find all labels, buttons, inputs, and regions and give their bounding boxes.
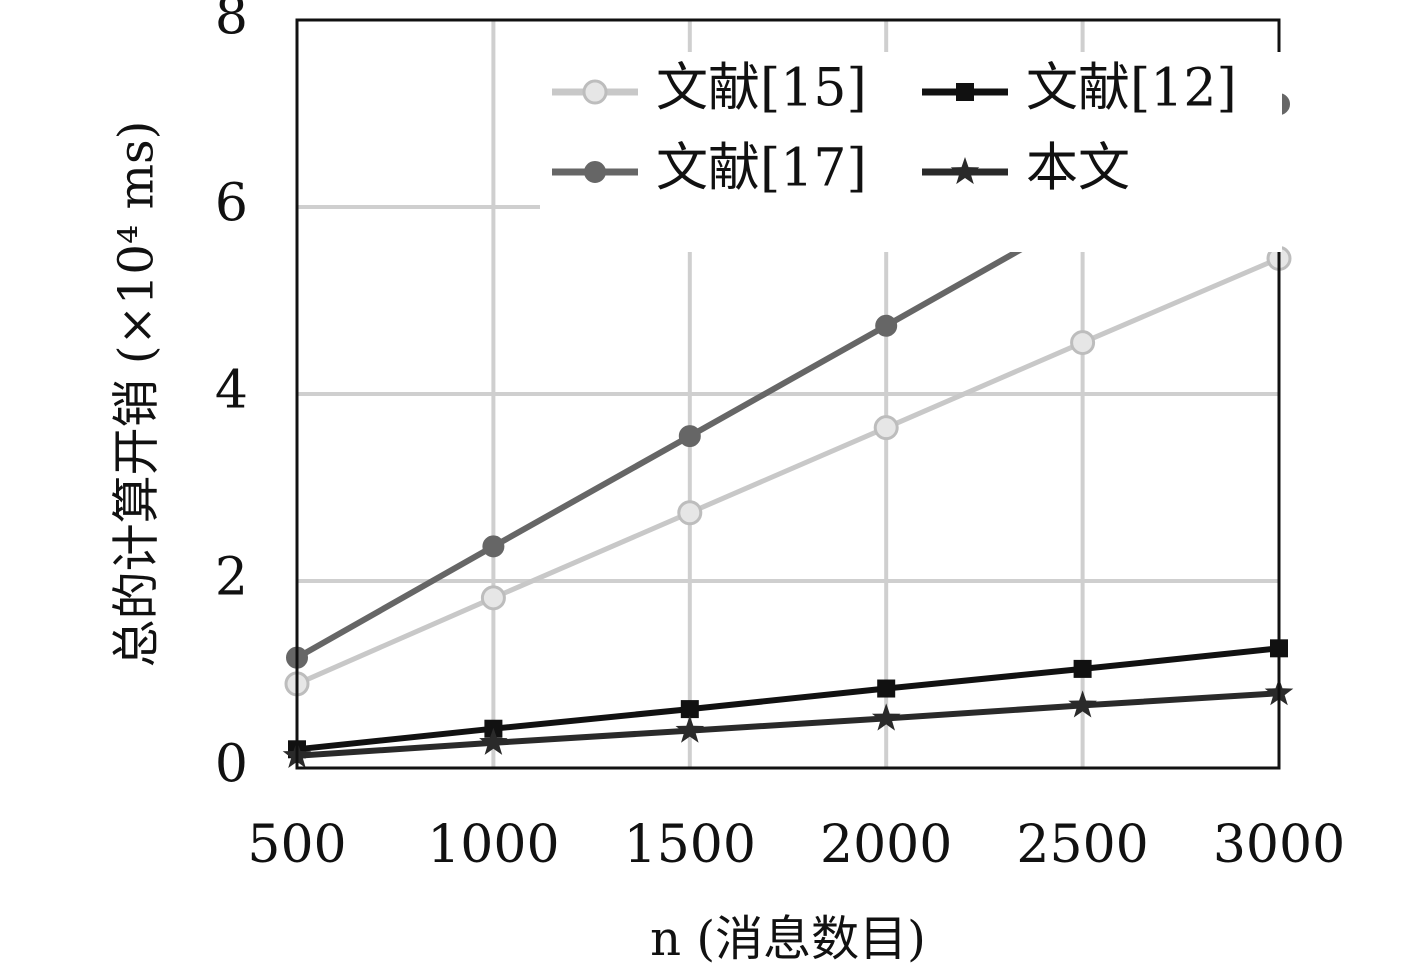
x-tick-label: 2500 — [1016, 815, 1148, 875]
x-tick-label: 500 — [247, 815, 346, 875]
legend: 文献[15] 文献[12] 文献[17] 本文 — [540, 52, 1282, 252]
x-tick-label: 1500 — [624, 815, 756, 875]
series-marker — [873, 415, 899, 441]
legend-item: 文献[17] — [552, 139, 867, 199]
y-axis-label: 总的计算开销 (×10⁴ ms) — [109, 121, 165, 668]
legend-item: 文献[12] — [922, 59, 1237, 119]
legend-item: 文献[15] — [552, 59, 867, 119]
series-marker — [871, 703, 901, 731]
series-marker — [956, 83, 974, 101]
series-marker — [680, 700, 699, 719]
y-tick-label: 4 — [215, 361, 248, 421]
series — [288, 639, 1288, 759]
x-tick-label: 1000 — [427, 815, 559, 875]
series-line — [296, 690, 1280, 759]
y-tick-label: 0 — [215, 735, 248, 795]
series-marker — [582, 79, 608, 105]
series-marker — [678, 425, 701, 448]
legend-item: 本文 — [922, 139, 1130, 199]
x-tick-label: 3000 — [1213, 815, 1345, 875]
series-line — [295, 256, 1280, 687]
x-tick-label: 2000 — [820, 815, 952, 875]
series-marker — [480, 585, 506, 611]
series-marker — [875, 314, 898, 337]
x-axis-label: n (消息数目) — [650, 911, 926, 967]
legend-label: 本文 — [1026, 139, 1130, 199]
series — [282, 678, 1294, 768]
y-tick-label: 8 — [215, 0, 248, 47]
series-marker — [1073, 659, 1092, 678]
x-tick-labels: 500 1000 1500 2000 2500 3000 — [247, 815, 1345, 875]
series-line — [296, 645, 1280, 753]
series-marker — [1068, 690, 1097, 718]
series-marker — [677, 500, 703, 526]
y-tick-label: 2 — [215, 548, 248, 608]
series-marker — [584, 161, 606, 183]
legend-box — [540, 52, 1282, 252]
legend-label: 文献[12] — [1026, 59, 1237, 119]
series-marker — [675, 715, 705, 743]
plot-frame — [295, 18, 1281, 770]
series-marker — [479, 727, 508, 755]
series-marker — [877, 679, 896, 698]
y-tick-labels: 0 2 4 6 8 — [215, 0, 248, 795]
series-marker — [950, 157, 980, 185]
series-marker — [1070, 330, 1096, 356]
series — [284, 245, 1292, 697]
series-marker — [482, 535, 505, 558]
legend-label: 文献[15] — [656, 59, 867, 119]
legend-label: 文献[17] — [656, 139, 867, 199]
y-tick-label: 6 — [215, 174, 248, 234]
